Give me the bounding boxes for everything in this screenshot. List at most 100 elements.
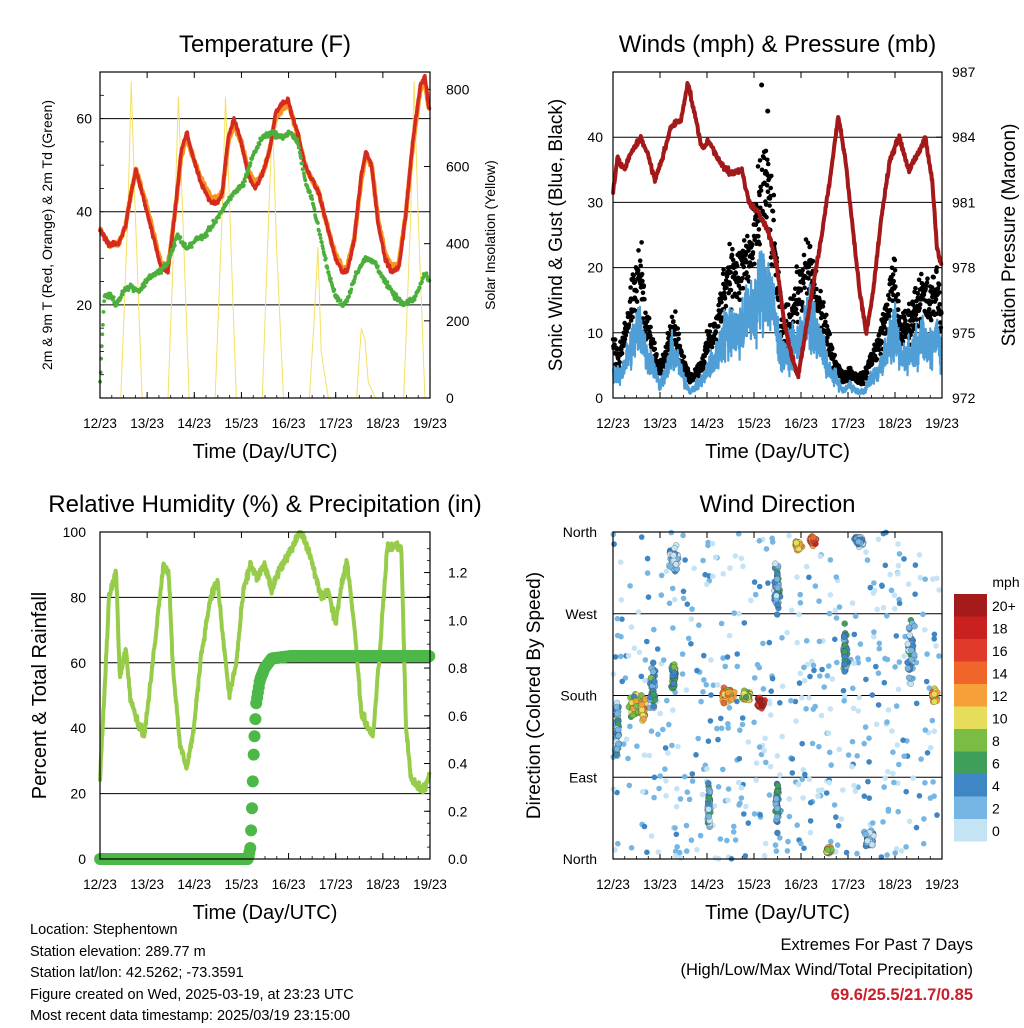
dewpoint-point	[228, 197, 233, 202]
direction-point	[841, 648, 848, 655]
direction-point	[732, 553, 739, 559]
station-location: Location: Stephentown	[30, 922, 178, 938]
gust-point	[650, 337, 656, 342]
direction-point	[644, 849, 650, 856]
direction-point	[852, 613, 859, 619]
direction-point	[892, 664, 898, 670]
direction-point	[655, 849, 662, 855]
x-tick-label: 14/23	[690, 416, 724, 431]
direction-point	[676, 849, 683, 856]
direction-point	[832, 636, 838, 643]
gust-point	[806, 276, 811, 281]
dewpoint-point	[424, 271, 429, 276]
dewpoint-point	[183, 241, 187, 246]
direction-point	[826, 610, 833, 617]
y-tick-label-right: 978	[952, 260, 976, 276]
direction-point	[615, 732, 622, 739]
y-tick-label: South	[560, 688, 597, 704]
colorbar-label: 16	[992, 643, 1008, 659]
direction-point	[810, 534, 817, 541]
gust-point	[785, 302, 791, 308]
direction-point	[751, 719, 757, 726]
direction-point	[648, 833, 655, 839]
direction-point	[785, 838, 791, 845]
gust-point	[917, 302, 923, 307]
direction-point	[663, 568, 670, 575]
direction-point	[895, 686, 902, 693]
gust-point	[728, 270, 733, 275]
gust-point	[635, 267, 641, 273]
x-tick-label: 13/23	[130, 416, 164, 431]
dewpoint-point	[310, 197, 315, 202]
dewpoint-point	[100, 332, 105, 337]
dewpoint-point	[332, 287, 337, 292]
direction-point	[866, 759, 872, 765]
direction-point	[672, 596, 678, 603]
winds-chart: Winds (mph) & Pressure (mb) 12/23 13/23 14/…	[546, 31, 1020, 463]
direction-point	[741, 811, 747, 817]
direction-point	[888, 587, 895, 594]
direction-point	[841, 661, 848, 668]
gust-point	[884, 302, 890, 308]
gust-point	[765, 189, 771, 194]
y-tick-label: East	[569, 769, 597, 785]
y-tick-label: 60	[70, 655, 86, 671]
y-tick-label: 60	[76, 111, 92, 127]
direction-point	[615, 740, 622, 748]
direction-point	[736, 610, 742, 617]
gust-point	[622, 337, 628, 342]
direction-point	[674, 844, 680, 850]
gust-point	[756, 234, 761, 239]
direction-point	[658, 592, 665, 598]
y-tick-label: 80	[70, 589, 86, 605]
gust-point	[744, 270, 749, 275]
direction-point	[772, 560, 779, 567]
y-tick-label-right: 600	[446, 159, 470, 175]
colorbar-segment	[954, 774, 987, 797]
y-tick-label-right: 0.4	[448, 756, 468, 772]
direction-point	[871, 580, 877, 586]
direction-point	[724, 689, 732, 696]
direction-point	[825, 730, 832, 736]
gust-point	[768, 255, 774, 260]
gust-point	[716, 324, 721, 329]
direction-point	[884, 852, 890, 858]
gust-point	[720, 271, 726, 277]
direction-point	[758, 702, 765, 710]
dewpoint-point	[338, 298, 343, 303]
direction-point	[885, 707, 892, 713]
dewpoint-point	[301, 167, 306, 171]
direction-point	[695, 735, 701, 742]
direction-point	[741, 620, 748, 626]
gust-point	[721, 267, 726, 272]
x-tick-label: 13/23	[643, 877, 677, 892]
precip-point	[248, 730, 261, 743]
direction-point	[880, 604, 887, 611]
direction-point	[669, 585, 676, 592]
direction-point	[705, 795, 713, 802]
direction-point	[916, 793, 923, 799]
direction-point	[906, 632, 913, 639]
direction-point	[901, 753, 907, 759]
direction-point	[921, 816, 927, 822]
direction-point	[737, 727, 743, 733]
direction-point	[651, 794, 657, 801]
direction-point	[657, 773, 663, 779]
direction-point	[824, 846, 831, 853]
direction-point	[613, 703, 620, 711]
dewpoint-point	[142, 284, 147, 288]
y-tick-label-right: 400	[446, 236, 470, 252]
direction-point	[718, 715, 724, 722]
x-tick-label: 14/23	[690, 877, 724, 892]
gust-point	[805, 240, 811, 246]
direction-point	[684, 789, 691, 795]
direction-point	[671, 545, 678, 552]
gust-point	[734, 294, 740, 300]
direction-point	[664, 697, 670, 704]
gust-point	[634, 288, 639, 294]
direction-point	[821, 684, 827, 690]
direction-point	[849, 600, 856, 606]
direction-point	[881, 784, 887, 790]
direction-point	[922, 727, 929, 733]
y-tick-label: West	[565, 606, 597, 622]
